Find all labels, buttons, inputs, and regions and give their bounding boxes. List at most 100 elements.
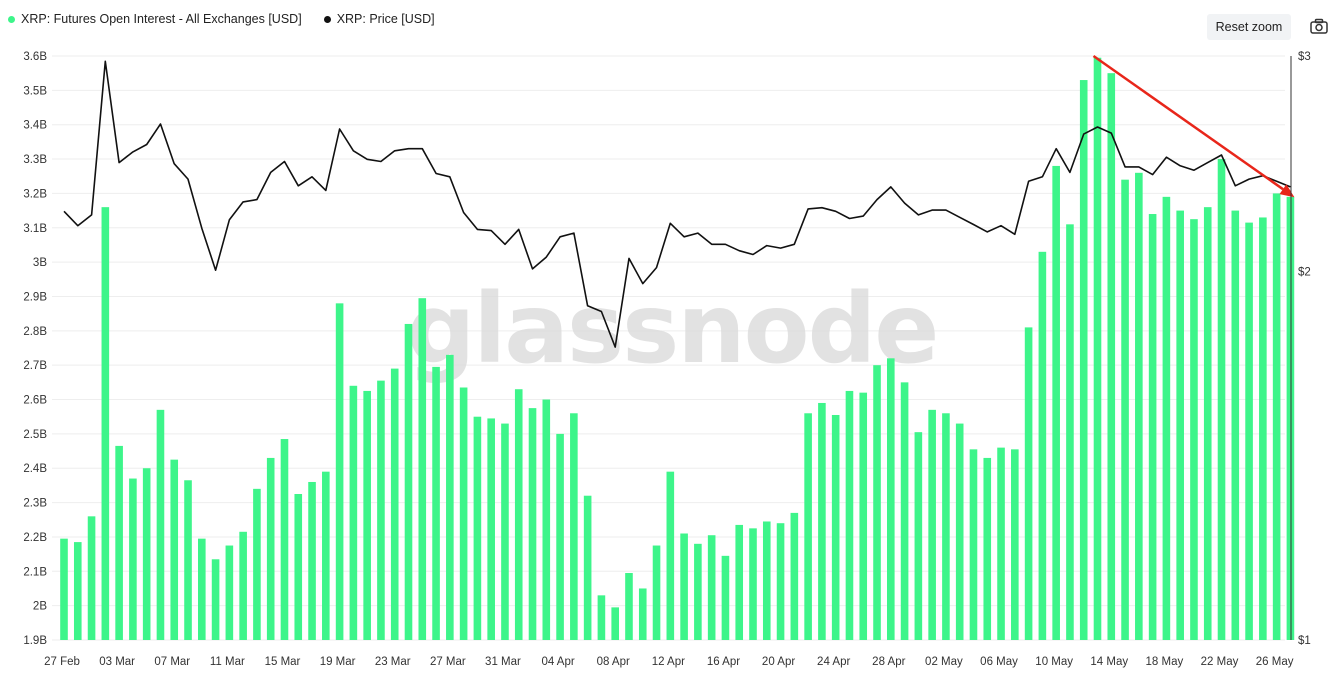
oi-bar xyxy=(280,439,289,640)
y-left-tick-label: 3.2B xyxy=(23,188,47,200)
x-axis: 27 Feb 03 Mar 07 Mar 11 Mar 15 Mar 19 Mar 23 M… xyxy=(44,656,1294,668)
y-left-tick-label: 3.3B xyxy=(23,154,47,166)
y-left-tick-label: 2B xyxy=(33,601,47,613)
oi-bar xyxy=(914,432,923,640)
oi-bar xyxy=(142,468,151,640)
price-line xyxy=(63,60,1291,348)
oi-bar xyxy=(101,207,110,640)
oi-bar xyxy=(818,402,826,640)
oi-bar xyxy=(583,495,592,640)
chart-legend: XRP: Futures Open Interest - All Exchang… xyxy=(8,12,435,26)
legend-swatch-price xyxy=(323,15,331,23)
x-tick-label: 02 May xyxy=(925,656,963,668)
y-left-tick-label: 3.5B xyxy=(23,85,47,97)
oi-bar xyxy=(1107,73,1116,641)
oi-bar xyxy=(942,413,950,640)
oi-bar xyxy=(239,531,247,640)
oi-bar xyxy=(625,573,633,640)
reset-zoom-button[interactable]: Reset zoom xyxy=(1207,14,1291,40)
x-tick-label: 03 Mar xyxy=(99,656,135,668)
oi-bar xyxy=(928,409,936,640)
oi-bar xyxy=(611,607,619,640)
oi-bar xyxy=(597,595,606,640)
oi-bar xyxy=(487,418,495,640)
x-tick-label: 23 Mar xyxy=(375,656,411,668)
oi-bar xyxy=(900,382,909,640)
right-axis: $1 $2 $3 xyxy=(1298,51,1311,647)
oi-bar xyxy=(1052,165,1060,640)
oi-bar xyxy=(1135,172,1143,641)
y-left-tick-label: 2.7B xyxy=(23,360,47,372)
y-left-tick-label: 2.2B xyxy=(23,532,47,544)
oi-bar xyxy=(859,392,868,640)
oi-bar xyxy=(1024,327,1033,640)
oi-bar xyxy=(1038,251,1047,640)
oi-bar xyxy=(404,323,413,640)
trend-arrow-line xyxy=(1092,54,1284,191)
oi-bar xyxy=(721,555,730,640)
oi-bar xyxy=(804,413,812,640)
oi-bar xyxy=(184,480,192,640)
x-tick-label: 15 Mar xyxy=(265,656,301,668)
oi-bar xyxy=(115,445,123,640)
x-tick-label: 07 Mar xyxy=(154,656,190,668)
oi-bar xyxy=(570,413,578,640)
oi-bar xyxy=(129,478,137,640)
oi-bar xyxy=(1286,196,1295,641)
oi-bar xyxy=(514,389,523,640)
oi-bar xyxy=(969,449,978,640)
oi-bar xyxy=(266,457,275,640)
x-tick-label: 11 Mar xyxy=(210,656,245,668)
y-left-tick-label: 3.6B xyxy=(23,51,47,63)
x-tick-label: 27 Feb xyxy=(44,656,80,668)
oi-bar xyxy=(790,512,799,640)
oi-bar xyxy=(294,494,303,640)
x-tick-label: 08 Apr xyxy=(597,656,630,668)
oi-bar xyxy=(335,303,344,640)
oi-bar xyxy=(997,447,1005,640)
x-tick-label: 26 May xyxy=(1256,656,1294,668)
legend-item-open-interest[interactable]: XRP: Futures Open Interest - All Exchang… xyxy=(8,12,302,26)
legend-label-price: XRP: Price [USD] xyxy=(336,12,435,26)
oi-bar xyxy=(1245,222,1253,641)
x-tick-label: 22 May xyxy=(1201,656,1239,668)
oi-bars xyxy=(60,57,1295,641)
x-tick-label: 18 May xyxy=(1146,656,1184,668)
oi-bar xyxy=(349,385,358,640)
oi-bar xyxy=(225,545,234,640)
oi-bar xyxy=(73,542,82,640)
oi-bar xyxy=(1148,214,1157,640)
oi-bar xyxy=(735,524,744,640)
x-tick-label: 10 May xyxy=(1035,656,1073,668)
y-left-tick-label: 2.1B xyxy=(23,566,47,578)
x-tick-label: 14 May xyxy=(1090,656,1128,668)
oi-bar xyxy=(1093,57,1102,640)
x-tick-label: 19 Mar xyxy=(320,656,356,668)
camera-icon[interactable] xyxy=(1308,16,1330,38)
oi-bar xyxy=(473,416,482,640)
oi-bar xyxy=(418,298,427,640)
y-left-tick-label: 2.8B xyxy=(23,326,47,338)
oi-bar xyxy=(955,423,964,640)
oi-bar xyxy=(253,488,261,640)
x-tick-label: 20 Apr xyxy=(762,656,795,668)
oi-bar xyxy=(363,390,371,640)
oi-bar xyxy=(831,414,840,640)
oi-bar xyxy=(1203,207,1212,640)
x-tick-label: 31 Mar xyxy=(485,656,521,668)
oi-bar xyxy=(1121,179,1129,640)
oi-bar xyxy=(983,457,992,640)
oi-bar xyxy=(528,408,537,640)
watermark-glassnode: glassnode xyxy=(407,273,938,385)
x-tick-label: 06 May xyxy=(980,656,1018,668)
x-tick-label: 04 Apr xyxy=(541,656,574,668)
trend-arrow-head xyxy=(1279,184,1295,198)
oi-bar xyxy=(60,538,68,640)
oi-bar xyxy=(873,365,881,640)
x-tick-label: 16 Apr xyxy=(707,656,740,668)
legend-item-price[interactable]: XRP: Price [USD] xyxy=(323,12,435,26)
oi-bar xyxy=(322,471,330,640)
oi-bar xyxy=(1217,159,1226,640)
oi-bar xyxy=(390,368,399,640)
